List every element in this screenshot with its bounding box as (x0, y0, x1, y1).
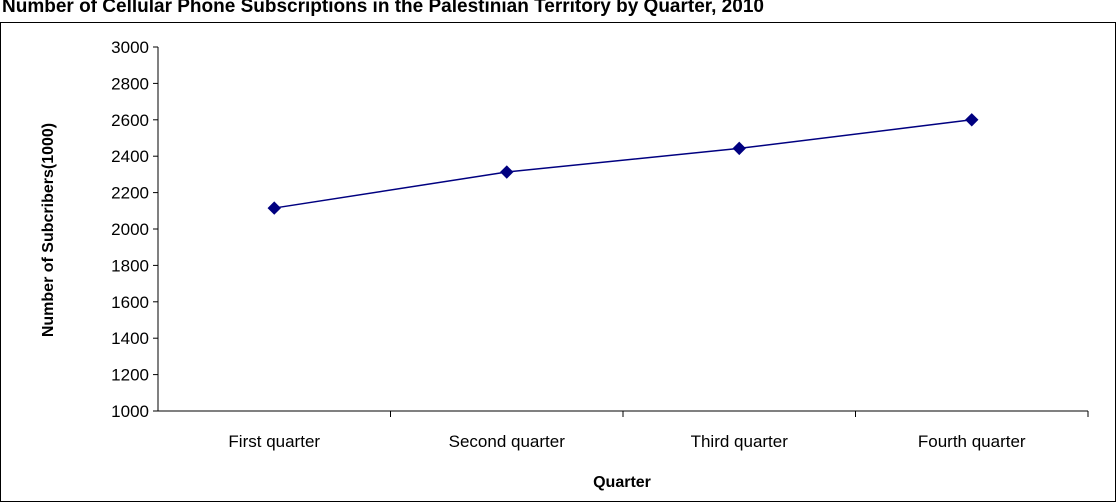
x-tick-label: First quarter (228, 432, 320, 451)
data-point-marker (267, 201, 281, 215)
series-layer (267, 113, 979, 215)
y-tick-label: 3000 (111, 38, 149, 57)
x-tick-label: Third quarter (691, 432, 789, 451)
y-ticks: 1000 1200 1400 1600 1800 2000 2200 2400 2600 2800… (111, 38, 158, 421)
y-tick-label: 1200 (111, 366, 149, 385)
data-point-marker (500, 165, 514, 179)
y-tick-label: 2800 (111, 74, 149, 93)
y-axis-title: Number of Subcribers(1000) (40, 123, 57, 337)
y-tick-label: 1400 (111, 329, 149, 348)
y-tick-label: 2000 (111, 220, 149, 239)
data-point-marker (732, 141, 746, 156)
y-tick-label: 2600 (111, 111, 149, 130)
y-tick-label: 2400 (111, 147, 149, 166)
series-line (274, 119, 972, 209)
x-tick-label: Second quarter (449, 432, 566, 451)
x-tick-label: Fourth quarter (918, 432, 1026, 451)
y-tick-label: 2200 (111, 184, 149, 203)
y-tick-label: 1000 (111, 402, 149, 421)
x-axis-title: Quarter (593, 474, 651, 491)
data-point-marker (965, 113, 979, 127)
chart-title: Number of Cellular Phone Subscriptions i… (2, 0, 764, 17)
y-tick-label: 1800 (111, 256, 149, 275)
x-ticks: First quarter Second quarter Third quarter… (228, 411, 1089, 451)
chart-border (0, 22, 1116, 502)
y-tick-label: 1600 (111, 293, 149, 312)
